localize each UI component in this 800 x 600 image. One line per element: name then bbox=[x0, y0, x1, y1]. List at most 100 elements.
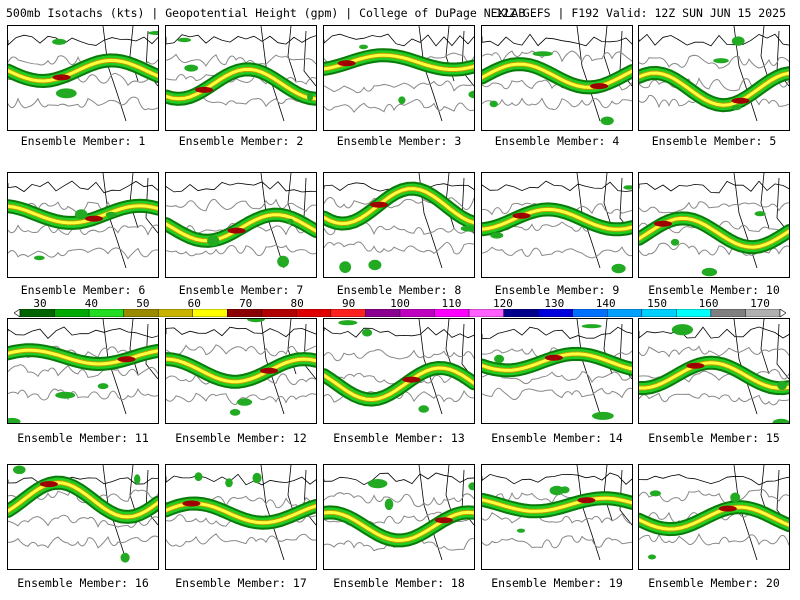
jet-isotach-band bbox=[639, 361, 789, 390]
ensemble-member-label: Ensemble Member: 14 bbox=[491, 431, 623, 445]
isotach-patch bbox=[55, 88, 77, 99]
panel-map-8 bbox=[324, 173, 474, 273]
ensemble-panel-4 bbox=[481, 25, 633, 131]
jet-max-core bbox=[260, 367, 278, 374]
panel-map-18 bbox=[324, 465, 474, 561]
ensemble-panel-13 bbox=[323, 318, 475, 424]
model-valid-time: 12Z GEFS | F192 Valid: 12Z SUN JUN 15 20… bbox=[495, 6, 786, 20]
height-contour bbox=[166, 72, 316, 85]
panel-map-4 bbox=[482, 26, 632, 126]
colorbar-swatch bbox=[227, 309, 263, 317]
coastline bbox=[324, 465, 474, 561]
jet-max-core bbox=[52, 74, 71, 81]
jet-max-core bbox=[654, 220, 672, 227]
colorbar-swatch bbox=[503, 309, 539, 317]
colorbar-swatch bbox=[710, 309, 746, 317]
jet-max-core bbox=[577, 497, 596, 504]
isotach-patch bbox=[8, 417, 21, 423]
ensemble-panel-6 bbox=[7, 172, 159, 278]
jet-isotach-band bbox=[324, 366, 474, 402]
ensemble-panel-18 bbox=[323, 464, 475, 570]
colorbar-swatch bbox=[399, 309, 435, 317]
panel-map-16 bbox=[8, 465, 158, 563]
ensemble-panel-17 bbox=[165, 464, 317, 570]
isotach-patch bbox=[468, 482, 474, 491]
panel-map-3 bbox=[324, 26, 474, 122]
isotach-patch bbox=[777, 380, 787, 390]
isotach-patch bbox=[252, 472, 262, 484]
isotach-patch bbox=[713, 58, 729, 64]
isotach-patch bbox=[532, 51, 553, 57]
colorbar-swatch bbox=[572, 309, 608, 317]
ensemble-panel-3 bbox=[323, 25, 475, 131]
height-contour bbox=[482, 387, 632, 401]
colorbar-swatch bbox=[54, 309, 90, 317]
jet-isotach-band bbox=[482, 496, 632, 513]
jet-max-core bbox=[195, 86, 214, 93]
isotach-patch bbox=[148, 31, 158, 35]
jet-max-core bbox=[182, 500, 201, 507]
colorbar-tick-label: 100 bbox=[390, 297, 410, 310]
colorbar-swatch bbox=[365, 309, 401, 317]
isotach-patch bbox=[460, 225, 474, 232]
ensemble-member-label: Ensemble Member: 10 bbox=[648, 283, 780, 297]
ensemble-member-label: Ensemble Member: 1 bbox=[20, 134, 146, 148]
isotach-patch bbox=[671, 324, 693, 336]
isotach-patch bbox=[97, 383, 109, 390]
height-contour bbox=[324, 492, 474, 508]
isotach-patch bbox=[731, 104, 742, 111]
height-contour bbox=[324, 80, 474, 94]
jet-max-core bbox=[590, 83, 609, 90]
isotach-patch bbox=[247, 319, 265, 323]
ensemble-panel-8 bbox=[323, 172, 475, 278]
height-contour bbox=[639, 488, 789, 504]
isotach-patch bbox=[384, 498, 394, 510]
isotach-patch bbox=[33, 255, 45, 261]
jet-isotach-band bbox=[324, 510, 474, 542]
jet-max-core bbox=[402, 376, 421, 383]
colorbar-tick-label: 80 bbox=[290, 297, 304, 310]
height-contour bbox=[166, 198, 316, 212]
panel-map-19 bbox=[482, 465, 632, 561]
colorbar-tick-label: 30 bbox=[33, 297, 47, 310]
colorbar-min-arrow bbox=[14, 309, 21, 317]
panel-map-17 bbox=[166, 465, 316, 561]
isotach-patch bbox=[754, 211, 766, 217]
height-contour bbox=[639, 54, 789, 69]
isotach-patch bbox=[105, 211, 117, 218]
isotach-patch bbox=[194, 472, 203, 482]
isotach-patch bbox=[236, 398, 253, 406]
colorbar-swatch bbox=[607, 309, 643, 317]
isotach-patch bbox=[418, 405, 429, 413]
colorbar-swatch bbox=[745, 309, 781, 317]
jet-isotach-band bbox=[8, 58, 158, 83]
isotach-patch bbox=[730, 492, 741, 503]
height-contour bbox=[8, 535, 158, 549]
coastline bbox=[166, 173, 316, 269]
isotach-patch bbox=[398, 96, 406, 105]
colorbar-swatch bbox=[537, 309, 573, 317]
isotach-patch bbox=[134, 474, 141, 485]
ensemble-panel-2 bbox=[165, 25, 317, 131]
isotach-patch bbox=[731, 36, 745, 46]
ensemble-member-label: Ensemble Member: 4 bbox=[494, 134, 620, 148]
ensemble-member-label: Ensemble Member: 6 bbox=[20, 283, 146, 297]
isotach-patch bbox=[307, 92, 314, 102]
ensemble-panel-16 bbox=[7, 464, 159, 570]
colorbar-swatch bbox=[157, 309, 193, 317]
colorbar-tick-label: 160 bbox=[698, 297, 719, 310]
colorbar-swatch bbox=[261, 309, 297, 317]
isotach-patch bbox=[559, 486, 570, 494]
isotach-patch bbox=[468, 90, 474, 99]
ensemble-panel-11 bbox=[7, 318, 159, 424]
isotach-patch bbox=[339, 261, 352, 273]
ensemble-member-label: Ensemble Member: 5 bbox=[651, 134, 777, 148]
isotach-patch bbox=[359, 44, 368, 50]
ensemble-panel-9 bbox=[481, 172, 633, 278]
panel-map-1 bbox=[8, 26, 158, 122]
height-contour bbox=[639, 532, 789, 546]
colorbar-swatch bbox=[192, 309, 228, 317]
ensemble-member-label: Ensemble Member: 15 bbox=[648, 431, 780, 445]
colorbar-swatch bbox=[468, 309, 504, 317]
jet-max-core bbox=[544, 354, 563, 361]
